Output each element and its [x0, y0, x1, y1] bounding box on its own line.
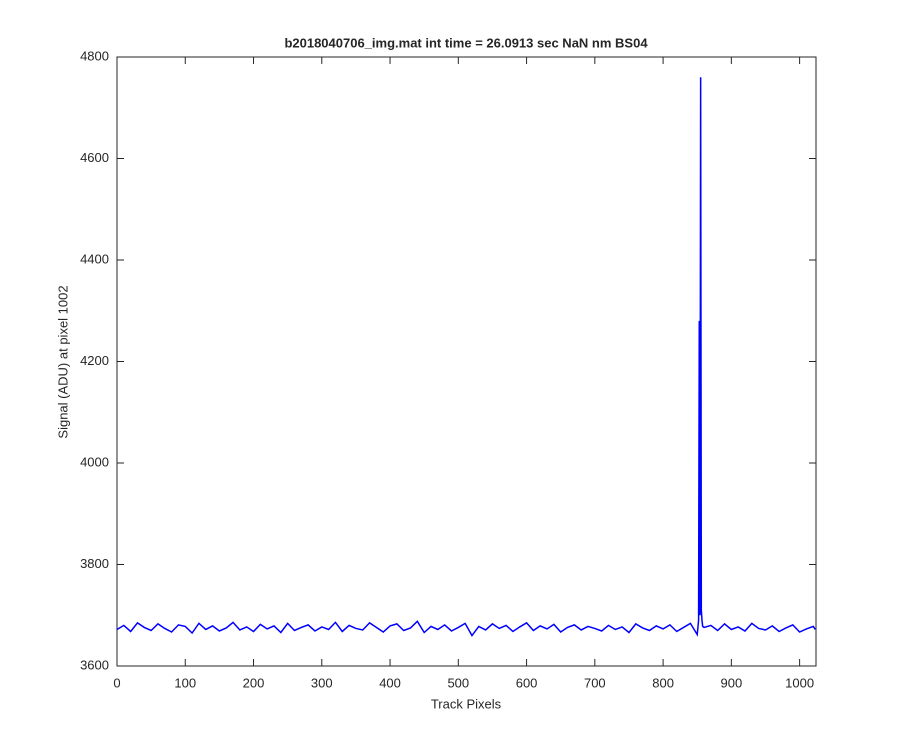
x-tick-label: 200: [243, 675, 265, 690]
y-tick-label: 4600: [80, 150, 109, 165]
plot-box: [116, 56, 817, 667]
x-tick-label: 900: [721, 675, 743, 690]
y-tick-label: 4000: [80, 454, 109, 469]
y-tick-label: 4800: [80, 48, 109, 63]
x-axis-label: Track Pixels: [431, 696, 502, 711]
y-tick-label: 4400: [80, 251, 109, 266]
x-tick-label: 600: [516, 675, 538, 690]
y-tick-label: 3800: [80, 556, 109, 571]
x-tick-label: 300: [311, 675, 333, 690]
y-tick-label: 4200: [80, 353, 109, 368]
y-tick-label: 3600: [80, 657, 109, 672]
x-tick-label: 500: [447, 675, 469, 690]
x-tick-label: 100: [174, 675, 196, 690]
x-tick-label: 400: [379, 675, 401, 690]
data-line: [116, 77, 816, 637]
x-tick-label: 800: [652, 675, 674, 690]
x-tick-label: 700: [584, 675, 606, 690]
x-tick-label: 1000: [785, 675, 814, 690]
x-tick-label: 0: [113, 675, 120, 690]
chart-title: b2018040706_img.mat int time = 26.0913 s…: [284, 35, 648, 50]
y-axis-label: Signal (ADU) at pixel 1002: [55, 285, 70, 438]
